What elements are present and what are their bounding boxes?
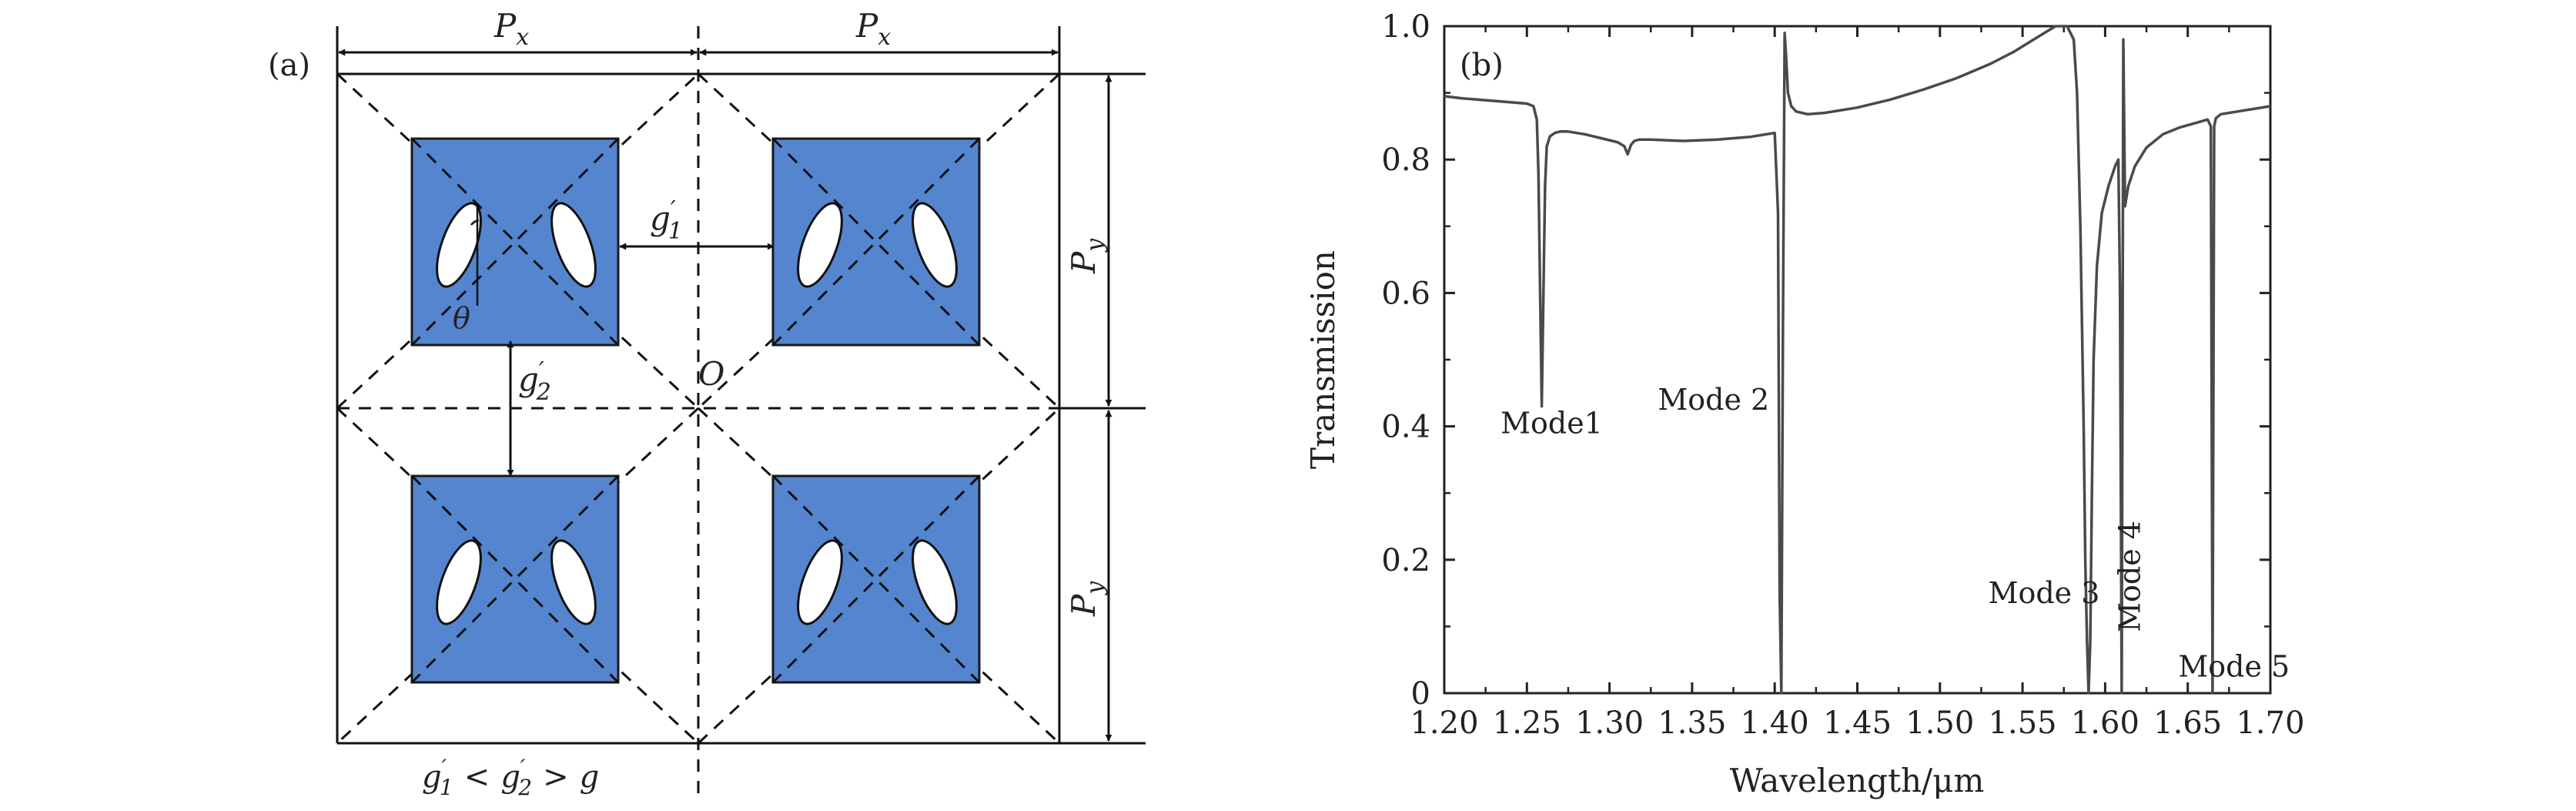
cell-diagonal bbox=[410, 137, 620, 347]
y-tick-label: 0 bbox=[1411, 676, 1430, 712]
unit-cell bbox=[771, 474, 981, 684]
cell-diagonal bbox=[410, 137, 620, 347]
y-tick-label: 1.0 bbox=[1381, 9, 1430, 45]
cell-diagonal bbox=[771, 137, 981, 347]
x-tick-label: 1.65 bbox=[2153, 705, 2222, 741]
py-label-bottom: Py bbox=[1065, 581, 1109, 617]
mode-label: Mode 3 bbox=[1989, 576, 2100, 610]
cell-diagonal bbox=[771, 474, 981, 684]
y-tick-label: 0.4 bbox=[1381, 410, 1430, 445]
ellipse-hole-right bbox=[912, 539, 958, 625]
cell-diagonal bbox=[410, 474, 620, 684]
x-tick-label: 1.35 bbox=[1658, 705, 1726, 741]
ellipse-hole-left bbox=[436, 539, 482, 625]
panel-a-schematic: (a) Px Px Py Py bbox=[268, 7, 1146, 800]
panel-b-chart: 0 0.2 0.4 0.6 0.8 1.0 1.20 1.25 1.30 1.35 1.40 1.4… bbox=[1304, 9, 2305, 799]
mode-label: Mode1 bbox=[1500, 406, 1603, 440]
theta-arc bbox=[470, 219, 480, 226]
ellipse-hole-right bbox=[550, 202, 597, 288]
unit-cell bbox=[410, 137, 620, 347]
y-tick-label: 0.2 bbox=[1381, 543, 1430, 578]
x-tick-label: 1.50 bbox=[1905, 705, 1974, 741]
px-label-left: Px bbox=[493, 7, 529, 51]
py-label-top: Py bbox=[1065, 238, 1109, 274]
panel-b-label: (b) bbox=[1460, 48, 1504, 83]
ellipse-hole-left bbox=[797, 539, 843, 625]
mode-label: Mode 2 bbox=[1658, 383, 1769, 417]
cell-diagonal bbox=[410, 474, 620, 684]
x-axis-title: Wavelength/μm bbox=[1730, 762, 1985, 799]
ellipse-hole-left bbox=[797, 202, 843, 288]
mode-label: Mode 4 bbox=[2113, 521, 2146, 632]
g2-label: g′ 2 bbox=[518, 357, 551, 406]
ellipse-hole-right bbox=[550, 539, 597, 625]
x-tick-label: 1.20 bbox=[1410, 705, 1478, 741]
transmission-series-line bbox=[1444, 25, 2271, 695]
x-tick-label: 1.45 bbox=[1823, 705, 1892, 741]
x-axis: 1.20 1.25 1.30 1.35 1.40 1.45 1.50 1.55 1.60 1.65… bbox=[1410, 26, 2305, 741]
g1-label: g′ 1 bbox=[650, 196, 683, 245]
theta-label: θ bbox=[453, 301, 470, 335]
y-axis: 0 0.2 0.4 0.6 0.8 1.0 bbox=[1381, 9, 2270, 712]
x-tick-label: 1.30 bbox=[1575, 705, 1644, 741]
panel-a-label: (a) bbox=[268, 48, 310, 83]
origin-label: O bbox=[698, 355, 724, 393]
unit-cell bbox=[771, 137, 981, 347]
ellipse-hole-left bbox=[436, 202, 482, 288]
x-tick-label: 1.40 bbox=[1741, 705, 1809, 741]
y-tick-label: 0.6 bbox=[1381, 276, 1430, 311]
ellipse-hole-right bbox=[912, 202, 958, 288]
gap-relation: g′ 1 < g′ 2 > g bbox=[422, 755, 599, 800]
y-axis-title: Transmission bbox=[1304, 250, 1342, 469]
mode-label: Mode 5 bbox=[2178, 649, 2290, 683]
x-tick-label: 1.70 bbox=[2236, 705, 2304, 741]
x-tick-label: 1.55 bbox=[1989, 705, 2057, 741]
cell-diagonal bbox=[771, 474, 981, 684]
mode-annotations: Mode1 Mode 2 Mode 3 Mode 4 Mode 5 bbox=[1500, 383, 2290, 683]
x-tick-label: 1.60 bbox=[2071, 705, 2139, 741]
px-label-right: Px bbox=[855, 7, 891, 51]
unit-cell bbox=[410, 474, 620, 684]
x-tick-label: 1.25 bbox=[1493, 705, 1561, 741]
cell-diagonal bbox=[771, 137, 981, 347]
y-tick-label: 0.8 bbox=[1381, 142, 1430, 178]
